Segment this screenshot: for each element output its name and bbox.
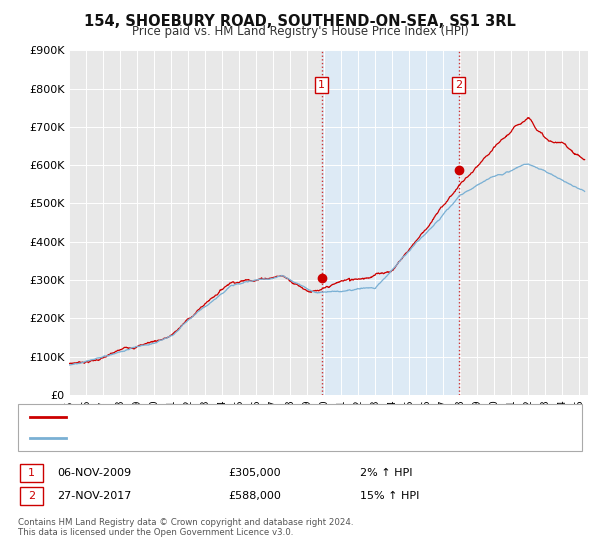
Text: 27-NOV-2017: 27-NOV-2017 [57,491,131,501]
Text: 154, SHOEBURY ROAD, SOUTHEND-ON-SEA, SS1 3RL (detached house): 154, SHOEBURY ROAD, SOUTHEND-ON-SEA, SS1… [72,412,442,422]
Text: 1: 1 [28,468,35,478]
Text: 2: 2 [455,80,462,90]
Text: Price paid vs. HM Land Registry's House Price Index (HPI): Price paid vs. HM Land Registry's House … [131,25,469,38]
Text: 06-NOV-2009: 06-NOV-2009 [57,468,131,478]
Bar [322,50,458,395]
Text: 1: 1 [318,80,325,90]
Text: 2: 2 [28,491,35,501]
Text: 2% ↑ HPI: 2% ↑ HPI [360,468,413,478]
Text: HPI: Average price, detached house, Southend-on-Sea: HPI: Average price, detached house, Sout… [72,433,355,443]
Text: £305,000: £305,000 [228,468,281,478]
Text: 154, SHOEBURY ROAD, SOUTHEND-ON-SEA, SS1 3RL: 154, SHOEBURY ROAD, SOUTHEND-ON-SEA, SS1… [84,14,516,29]
Text: Contains HM Land Registry data © Crown copyright and database right 2024.
This d: Contains HM Land Registry data © Crown c… [18,518,353,538]
Text: 15% ↑ HPI: 15% ↑ HPI [360,491,419,501]
Text: £588,000: £588,000 [228,491,281,501]
